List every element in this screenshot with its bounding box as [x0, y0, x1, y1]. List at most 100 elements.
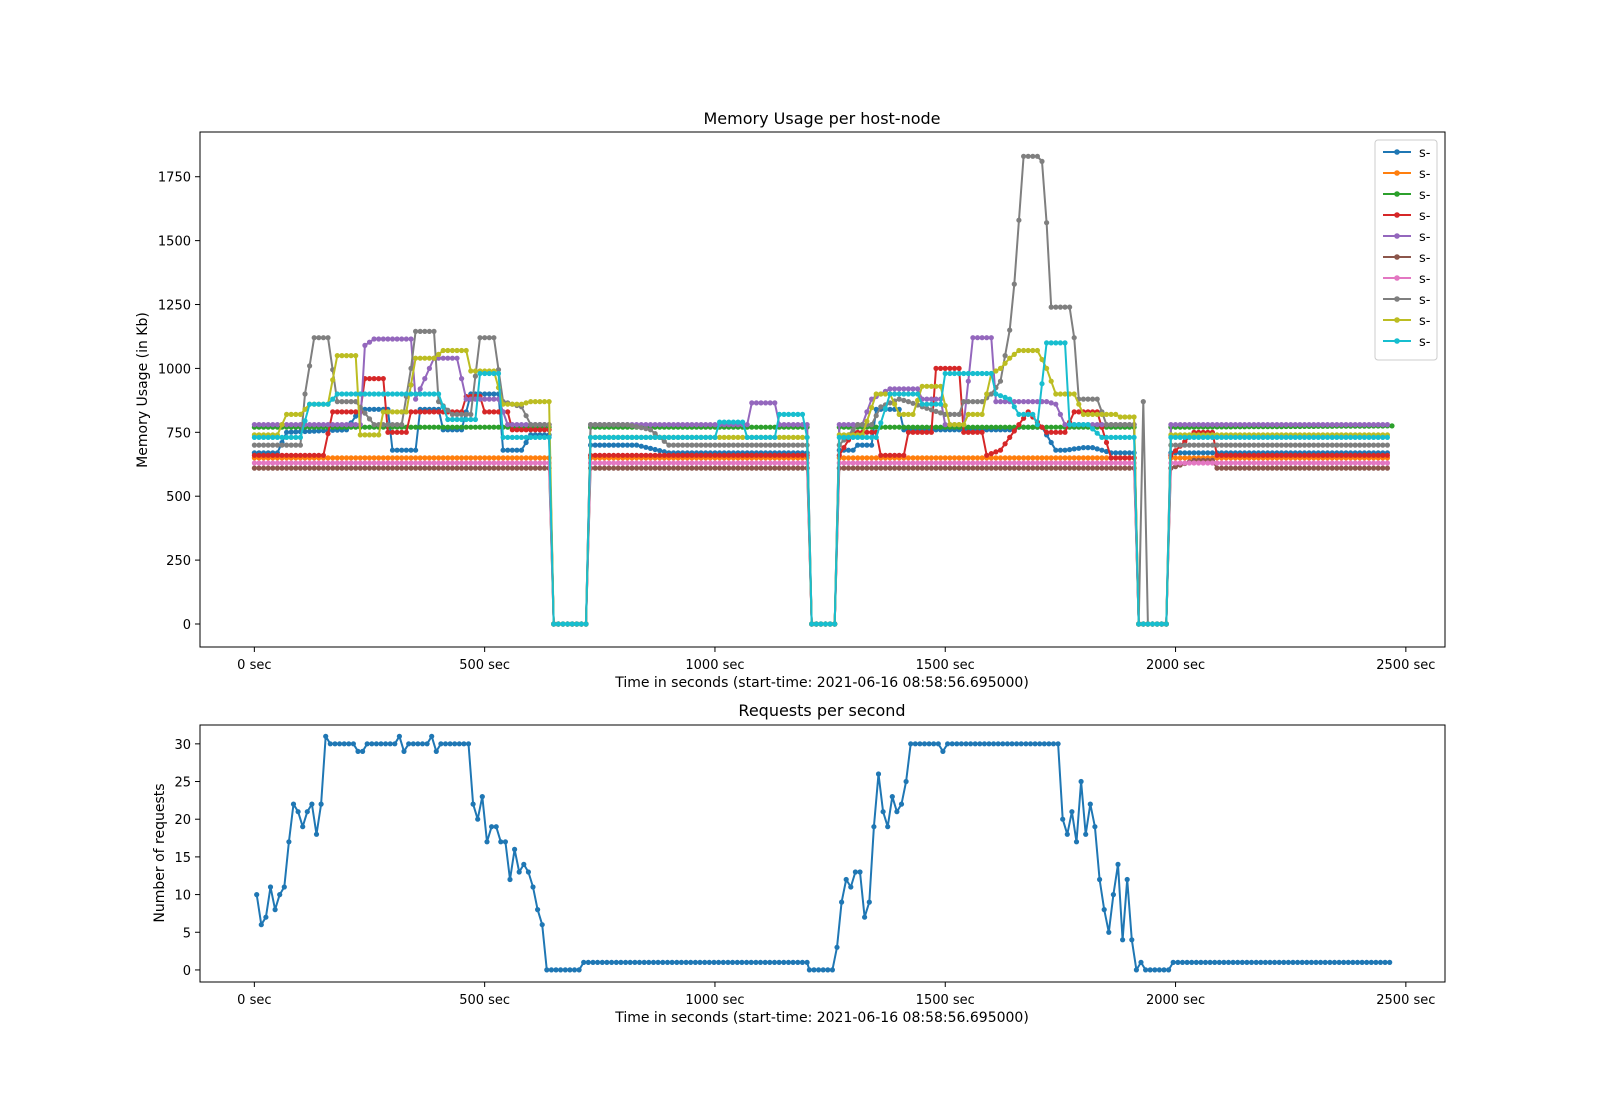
- data-point: [919, 460, 925, 466]
- data-point: [403, 455, 409, 461]
- data-point: [740, 460, 746, 466]
- data-point: [362, 424, 368, 430]
- data-point: [606, 465, 612, 471]
- data-point: [910, 455, 916, 461]
- data-point: [841, 465, 847, 471]
- data-point: [961, 370, 967, 377]
- data-point: [399, 460, 405, 466]
- data-point: [357, 460, 363, 466]
- data-point: [482, 424, 488, 430]
- data-point: [1034, 455, 1040, 461]
- data-point: [905, 465, 912, 471]
- plot-frame: [199, 724, 1446, 983]
- legend-item: s-: [1383, 272, 1431, 287]
- data-point: [647, 427, 654, 433]
- data-point: [1306, 460, 1312, 466]
- legend-label: s-: [1419, 314, 1431, 329]
- data-point: [1301, 434, 1308, 440]
- data-point: [1025, 347, 1031, 354]
- data-point: [431, 409, 437, 415]
- data-point: [753, 442, 760, 448]
- data-point: [749, 434, 755, 440]
- data-point: [689, 422, 695, 428]
- data-point: [486, 370, 492, 377]
- data-point: [1228, 460, 1234, 466]
- data-point: [1186, 460, 1192, 466]
- data-point: [947, 465, 953, 471]
- data-point: [786, 465, 792, 471]
- data-point: [1212, 959, 1218, 966]
- data-point: [251, 434, 257, 440]
- data-point: [1103, 422, 1110, 428]
- data-point: [1311, 434, 1317, 440]
- data-point: [933, 455, 939, 461]
- data-point: [720, 959, 726, 966]
- data-point: [931, 741, 937, 747]
- data-point: [1285, 959, 1291, 966]
- data-point: [528, 455, 534, 461]
- data-point: [979, 424, 985, 430]
- data-point: [1207, 959, 1213, 966]
- data-point: [740, 442, 746, 448]
- data-point: [302, 452, 308, 458]
- data-point: [781, 434, 787, 440]
- data-point: [721, 442, 727, 448]
- data-point: [422, 424, 428, 430]
- data-point: [896, 411, 902, 417]
- data-point: [905, 399, 912, 405]
- data-point: [869, 442, 875, 448]
- data-point: [422, 376, 428, 382]
- data-point: [748, 959, 754, 966]
- data-point: [1136, 621, 1142, 627]
- data-point: [1267, 959, 1273, 966]
- data-point: [606, 434, 612, 440]
- data-point: [1103, 411, 1110, 417]
- data-point: [850, 460, 856, 466]
- data-point: [1175, 959, 1181, 966]
- plot-frame: [199, 131, 1446, 648]
- data-point: [1228, 422, 1234, 428]
- data-point: [703, 460, 709, 466]
- data-point: [674, 959, 680, 966]
- data-point: [1232, 434, 1238, 440]
- data-point: [1172, 422, 1179, 428]
- data-point: [1336, 959, 1342, 966]
- data-point: [1311, 452, 1317, 458]
- data-point: [1281, 959, 1287, 966]
- data-point: [869, 396, 875, 402]
- data-point: [353, 422, 359, 428]
- data-point: [389, 429, 396, 435]
- data-point: [703, 465, 709, 471]
- data-point: [1338, 442, 1344, 448]
- data-point: [528, 460, 534, 466]
- data-point: [500, 460, 506, 466]
- data-point: [997, 393, 1004, 399]
- data-point: [385, 429, 391, 435]
- data-point: [942, 365, 948, 371]
- data-point: [859, 455, 865, 461]
- data-point: [1117, 450, 1123, 456]
- data-point: [574, 621, 580, 627]
- data-point: [1021, 415, 1027, 421]
- data-point: [1021, 411, 1027, 417]
- data-point: [951, 411, 958, 417]
- data-point: [882, 405, 889, 412]
- legend-item: s-: [1383, 209, 1431, 224]
- data-point: [456, 741, 462, 747]
- data-point: [1062, 455, 1068, 461]
- data-point: [300, 824, 306, 830]
- data-point: [366, 376, 373, 382]
- data-point: [1375, 465, 1381, 471]
- data-point: [848, 884, 854, 890]
- data-point: [274, 452, 280, 458]
- data-point: [970, 411, 976, 417]
- data-point: [947, 365, 953, 371]
- data-point: [753, 424, 760, 430]
- data-point: [905, 424, 912, 430]
- data-point: [834, 944, 840, 950]
- data-point: [1196, 422, 1202, 428]
- data-point: [1375, 460, 1381, 466]
- data-point: [979, 460, 985, 466]
- series-8: [251, 153, 1390, 627]
- data-point: [274, 422, 280, 428]
